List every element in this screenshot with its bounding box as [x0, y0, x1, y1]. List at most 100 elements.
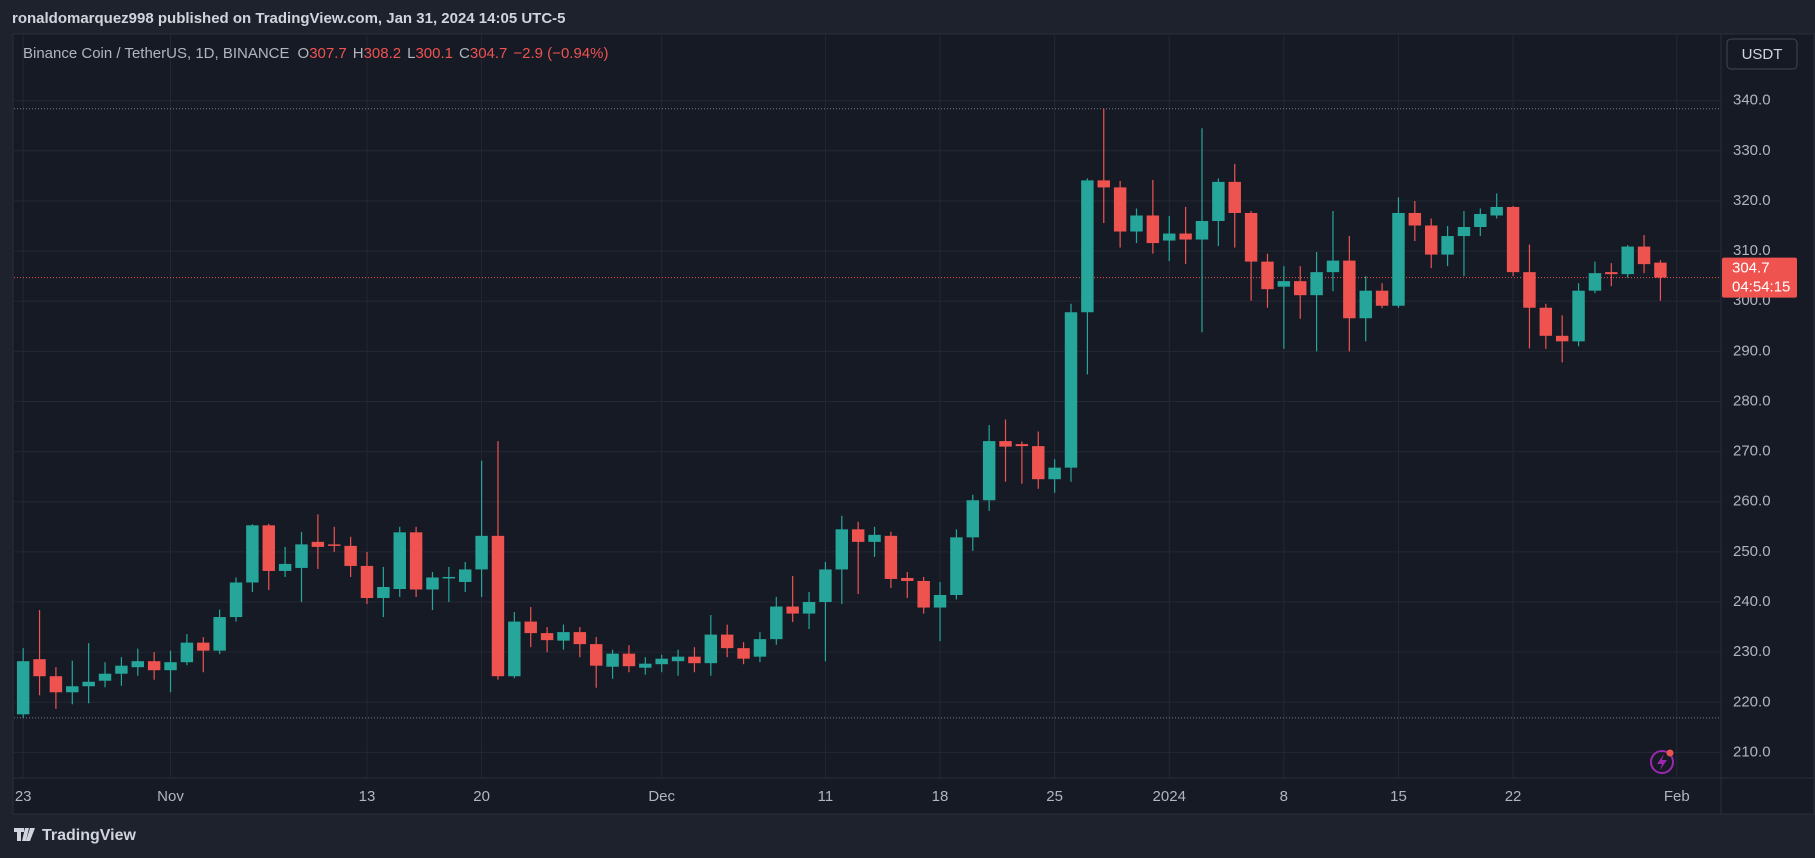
candle-body — [491, 535, 505, 677]
candle-body — [459, 569, 472, 582]
x-tick-label: 8 — [1280, 788, 1288, 805]
candle-body — [1244, 212, 1258, 262]
candle-body — [868, 534, 881, 542]
candle-body — [1441, 236, 1454, 255]
y-tick-label: 270.0 — [1733, 443, 1771, 460]
candle-body — [66, 686, 79, 693]
candle-body — [311, 541, 325, 547]
candle-body — [1179, 233, 1192, 240]
symbol: Binance Coin / TetherUS, 1D, BINANCE — [23, 45, 290, 62]
candle-body — [1048, 467, 1061, 480]
candle-body — [1261, 261, 1274, 290]
candle-body — [1097, 180, 1110, 188]
candle-body — [819, 569, 832, 603]
candle-body — [770, 606, 783, 640]
x-tick-label: 23 — [15, 788, 32, 805]
ohlc-label: C — [459, 45, 470, 62]
candle-body — [131, 661, 144, 668]
candle-body — [475, 535, 488, 570]
x-tick-label: 25 — [1046, 788, 1063, 805]
candle-body — [1113, 187, 1127, 232]
x-tick-label: 11 — [818, 788, 834, 805]
candle-body — [540, 633, 554, 641]
candle-body — [1539, 307, 1553, 336]
candle-body — [573, 632, 587, 645]
candle-body — [802, 602, 816, 614]
y-tick-label: 340.0 — [1733, 92, 1771, 109]
candle-body — [1588, 273, 1602, 291]
candle-body — [1474, 213, 1487, 228]
candle-body — [557, 632, 570, 641]
candle-body — [1343, 260, 1356, 319]
alert-icon[interactable] — [1650, 749, 1674, 774]
y-tick-label: 280.0 — [1733, 392, 1771, 409]
candle-body — [33, 659, 46, 677]
candle-body — [508, 621, 521, 677]
brand-name[interactable]: TradingView — [42, 827, 137, 844]
x-tick-label: Nov — [157, 788, 184, 805]
candle-body — [851, 529, 865, 542]
currency-button[interactable] — [1726, 38, 1798, 70]
ohlc-label: L — [407, 45, 415, 62]
candle-body — [1555, 335, 1569, 342]
logo-mark[interactable] — [14, 828, 35, 841]
candle-body — [1294, 281, 1307, 296]
ohlc-value: 304.7 — [470, 45, 508, 62]
candle-body — [933, 595, 947, 608]
legend: Binance Coin / TetherUS, 1D, BINANCE O307… — [23, 45, 608, 62]
candle-body — [1228, 181, 1241, 213]
candle-body — [1359, 290, 1372, 319]
candle-body — [147, 661, 161, 671]
candle-body — [377, 586, 390, 599]
candle-body — [328, 544, 341, 546]
candle-body — [82, 681, 95, 687]
y-tick-label: 210.0 — [1733, 743, 1771, 760]
ohlc-value: 308.2 — [364, 45, 402, 62]
icon-dot[interactable] — [1666, 749, 1674, 757]
candle-body — [16, 661, 30, 715]
published-note: ronaldomarquez998 published on TradingVi… — [12, 10, 566, 27]
x-tick-label: 2024 — [1153, 788, 1186, 805]
candle-body — [671, 656, 685, 662]
candle-body — [1146, 215, 1160, 244]
candle-body — [1605, 272, 1618, 275]
candle-body — [393, 532, 406, 589]
chart-frame — [12, 33, 1815, 815]
candle-body — [1572, 290, 1585, 342]
candle-body — [115, 665, 128, 674]
x-tick-label: 20 — [473, 788, 490, 805]
candle-body — [639, 663, 652, 668]
candle-body — [1130, 215, 1143, 232]
candle-body — [98, 673, 112, 681]
candle-body — [426, 577, 439, 590]
candle-body — [655, 658, 668, 665]
candle-body — [1064, 312, 1078, 468]
candle-body — [1654, 262, 1667, 278]
candle-body — [786, 606, 799, 614]
candle-body — [950, 537, 963, 596]
candles — [16, 108, 1667, 718]
candle-body — [360, 565, 374, 599]
candle-body — [1392, 212, 1405, 306]
y-tick-label: 250.0 — [1733, 543, 1771, 560]
candle-body — [720, 634, 734, 649]
candle-body — [524, 621, 537, 634]
brand-logo[interactable] — [14, 828, 35, 841]
y-tick-label: 220.0 — [1733, 693, 1771, 710]
price-tag — [1722, 257, 1797, 298]
candle-body — [1637, 246, 1651, 265]
candle-body — [606, 653, 619, 667]
currency-label[interactable]: USDT — [1742, 46, 1783, 63]
candle-body — [589, 644, 603, 666]
candle-body — [344, 545, 357, 566]
candle-body — [1408, 212, 1422, 226]
candle-body — [262, 525, 275, 571]
candle-body — [1375, 290, 1389, 306]
x-tick-label: Dec — [648, 788, 675, 805]
icon-bolt[interactable] — [1657, 754, 1667, 770]
x-tick-label: 15 — [1390, 788, 1407, 805]
icon-circle[interactable] — [1650, 750, 1674, 774]
ohlc-label: O — [298, 45, 310, 62]
